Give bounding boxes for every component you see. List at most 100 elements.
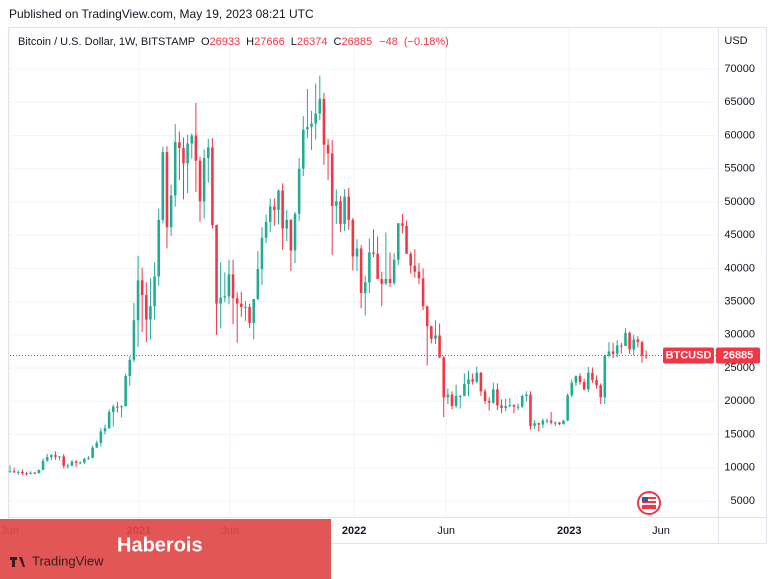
candle-body [553,422,557,424]
candle-body [169,195,173,228]
candle-body [8,471,12,473]
y-tick-label: 55000 [724,163,755,175]
candle-body [388,279,392,284]
candle-body [450,394,454,406]
candle-body [516,406,520,408]
candle-body [281,190,284,229]
candle-body [566,395,569,421]
candle-body [186,143,189,164]
candle-body [301,129,305,169]
candle-body [355,248,359,257]
flag-stripe [642,503,656,505]
candle-body [165,152,169,228]
candle-body [620,345,623,347]
candle-body [413,265,417,272]
candle-body [145,294,148,320]
candle-body [293,213,297,251]
candle-body [425,306,429,327]
candle-body [434,335,437,339]
candle-body [442,357,446,398]
candle-body [128,359,132,377]
candle-body [409,253,412,266]
legend-key: O [201,36,210,48]
candle-body [533,423,536,426]
legend-open: 26933 [210,36,241,48]
candle-body [277,190,280,210]
candle-body [330,153,334,206]
x-tick-label: 2023 [557,525,581,537]
candle-body [178,142,181,149]
candle-body [529,394,532,426]
y-tick-label: 5000 [731,495,755,507]
price-tag [716,347,760,364]
candle-body [25,473,28,475]
candle-body [91,447,94,458]
candle-body [562,420,565,425]
candle-body [417,271,421,279]
candle-body [157,219,160,277]
x-tick-label: Jun [652,525,670,537]
candle-body [467,379,470,385]
candle-body [351,219,355,257]
axes: 5000 10000 15000 20000 25000 30000 35000 40000 4… [1,63,760,537]
candle-body [541,420,545,425]
x-tick-label: 2022 [342,525,366,537]
candle-body [54,455,57,457]
candle-body [363,282,367,293]
candle-body [615,345,619,354]
candle-body [306,126,309,130]
candle-body [83,458,86,463]
grid [9,28,718,517]
candle-body [487,400,491,403]
candle-body [149,306,152,320]
watermark-brand: Haberois [117,534,203,556]
legend-change-percent: (−0.18%) [404,36,449,48]
candle-body [397,223,400,260]
candle-body [132,320,136,360]
candle-body [492,389,495,403]
flag-stripe [642,499,656,501]
candle-body [235,298,239,304]
candle-body [29,472,32,474]
candle-body [520,395,524,407]
candle-body [206,147,210,159]
candle-body [297,168,301,214]
y-tick-label: 45000 [724,229,755,241]
candle-body [289,219,293,251]
candle-body [62,456,65,466]
candle-body [454,395,458,406]
candle-body [16,471,20,473]
candle-body [223,296,227,298]
legend-key: L [291,36,297,48]
candle-body [314,113,317,124]
candle-body [401,223,404,226]
candle-body [244,306,247,308]
candle-body [70,461,74,466]
candle-body [504,405,507,408]
candle-body [384,279,388,284]
candle-body [173,142,177,196]
candle-body [438,335,441,358]
candle-body [525,394,528,396]
logo-mark [10,557,25,567]
candle-body [136,280,140,321]
candle-body [273,206,276,210]
y-tick-label: 40000 [724,262,755,274]
candle-body [479,372,483,392]
candle-body [508,405,512,407]
candle-body [500,405,503,408]
y-tick-label: 50000 [724,196,755,208]
candle-body [285,219,289,229]
candle-body [570,382,574,396]
candle-body [640,342,644,356]
candle-body [33,472,37,474]
candle-body [463,384,466,396]
candle-body [582,382,586,390]
candle-body [496,389,499,406]
candle-body [512,405,516,407]
candle-body [240,303,243,307]
candle-body [95,442,99,448]
legend-high: 27666 [254,36,285,48]
candle-body [264,221,268,238]
